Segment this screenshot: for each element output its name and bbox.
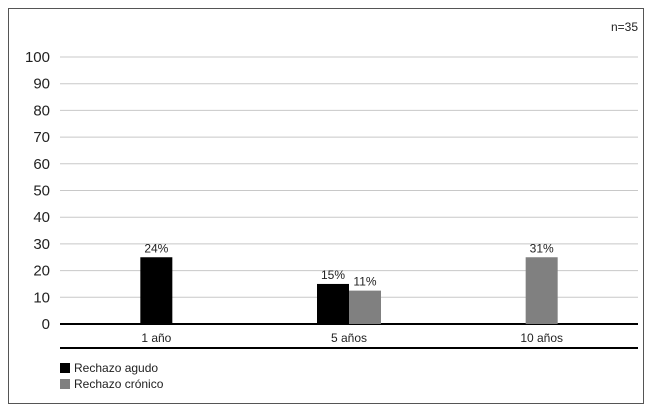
data-labels: 24% 15% 11% 31% [144,241,554,288]
y-tick-label: 20 [33,263,50,280]
y-tick-label: 60 [33,156,50,173]
y-tick-label: 90 [33,76,50,93]
y-tick-label: 70 [33,129,50,146]
legend-item: Rechazo crónico [60,376,163,392]
y-tick-label: 100 [25,49,50,66]
x-category-label: 1 año [141,331,171,345]
bar [140,257,173,324]
legend-item: Rechazo agudo [60,360,163,376]
x-category-label: 10 años [520,331,563,345]
x-axis-categories: 1 año 5 años 10 años [141,331,563,345]
legend-label: Rechazo crónico [74,377,164,391]
y-tick-label: 80 [33,102,50,119]
bar [349,290,381,324]
bars [140,257,558,324]
y-tick-label: 50 [33,183,50,200]
y-tick-label: 10 [33,289,50,306]
y-axis-ticks: 0 10 20 30 40 50 60 70 80 90 100 [25,49,50,333]
sample-size-note: n=35 [611,20,638,34]
data-label: 24% [144,241,168,255]
data-label: 11% [353,275,376,289]
bar [317,283,349,324]
x-category-label: 5 años [331,331,367,345]
y-tick-label: 0 [42,316,50,333]
bar [525,257,558,324]
data-label: 15% [321,268,345,282]
y-tick-label: 40 [33,209,50,226]
legend: Rechazo agudo Rechazo crónico [60,360,163,392]
legend-swatch [60,379,70,389]
legend-swatch [60,363,70,373]
data-label: 31% [530,241,554,255]
y-tick-label: 30 [33,236,50,253]
legend-label: Rechazo agudo [74,361,159,375]
chart-frame [8,8,644,404]
